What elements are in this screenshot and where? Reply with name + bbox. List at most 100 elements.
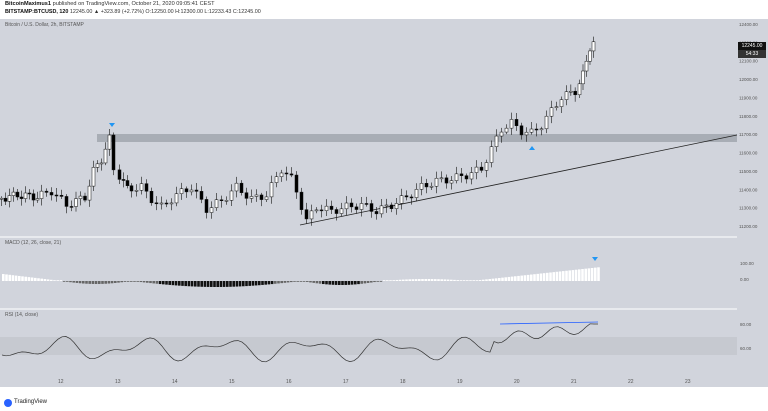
- macd-bar: [114, 281, 117, 283]
- macd-bar: [328, 281, 331, 285]
- macd-bar: [392, 280, 395, 281]
- price-tick-label: 11700.00: [739, 132, 758, 137]
- author-name[interactable]: BitcoinMaximus1: [5, 1, 52, 7]
- macd-bar: [498, 277, 501, 281]
- macd-bar: [536, 273, 539, 281]
- price-scale[interactable]: 12400.0012300.0012100.0012000.0011900.00…: [737, 19, 768, 387]
- macd-bar: [466, 280, 469, 281]
- price-tick-label: 11800.00: [739, 114, 758, 119]
- candle-body: [374, 211, 379, 215]
- macd-bar: [504, 277, 507, 281]
- candle-body: [319, 209, 324, 212]
- time-axis-label: 23: [685, 379, 691, 385]
- candle-body: [229, 190, 234, 201]
- candle-body: [294, 174, 299, 193]
- chart-area[interactable]: 12 13 14 15 16 17 18 19 20 21 22 23: [0, 19, 738, 387]
- macd-bar: [360, 281, 363, 284]
- candle-body: [354, 206, 359, 210]
- candle-body: [299, 191, 304, 210]
- macd-bar: [510, 276, 514, 281]
- macd-bar: [446, 279, 450, 281]
- macd-bar: [181, 281, 184, 286]
- macd-bar: [75, 281, 79, 283]
- macd-bar: [21, 276, 24, 281]
- candle-body: [529, 128, 534, 133]
- macd-bar: [507, 276, 511, 281]
- macd-bar: [376, 281, 379, 282]
- price-pane-legend[interactable]: Bitcoin / U.S. Dollar, 2h, BITSTAMP: [5, 22, 84, 28]
- candle-body: [588, 50, 592, 62]
- macd-bar: [434, 279, 437, 281]
- macd-bar: [440, 279, 443, 281]
- rsi-pane-legend[interactable]: RSI (14, close): [5, 312, 39, 318]
- candle-body: [439, 177, 444, 180]
- candle-body: [591, 41, 596, 52]
- macd-bar: [5, 274, 8, 281]
- macd-bar: [8, 274, 11, 281]
- macd-bar: [373, 281, 376, 283]
- macd-bar: [430, 279, 434, 281]
- macd-bar: [462, 280, 466, 281]
- candle-body: [309, 210, 314, 220]
- macd-bar: [56, 280, 59, 281]
- macd-bar: [443, 279, 447, 281]
- macd-bar: [514, 276, 517, 281]
- top-marker-arrow: [109, 123, 115, 127]
- candle-body: [573, 90, 577, 96]
- bottom-marker-arrow: [529, 146, 535, 150]
- candle-body: [83, 195, 87, 201]
- macd-bar: [494, 278, 498, 281]
- macd-bar: [379, 281, 383, 282]
- macd-bar: [149, 281, 152, 284]
- macd-pane-legend[interactable]: MACD (12, 26, close, 21): [5, 240, 62, 246]
- brand-name[interactable]: TradingView: [14, 399, 48, 405]
- chart-canvas[interactable]: 12 13 14 15 16 17 18 19 20 21 22 23: [0, 19, 738, 387]
- resistance-zone[interactable]: [97, 134, 737, 142]
- price-tick-label: 11500.00: [739, 169, 758, 174]
- candle-body: [189, 189, 194, 193]
- macd-bar: [523, 275, 527, 281]
- macd-bar: [85, 281, 88, 284]
- ascending-trendline[interactable]: [299, 134, 738, 226]
- macd-bar: [571, 270, 575, 281]
- macd-bar: [590, 267, 594, 281]
- candle-body: [219, 199, 224, 202]
- macd-bar: [165, 281, 168, 285]
- price-tick-label: 12100.00: [739, 59, 758, 64]
- macd-bar: [69, 281, 72, 283]
- candle-body: [569, 90, 573, 93]
- time-axis-label: 20: [514, 379, 520, 385]
- rsi-band: [0, 337, 737, 355]
- macd-bar: [2, 274, 5, 281]
- macd-bar: [168, 281, 171, 285]
- macd-bar: [421, 279, 424, 281]
- macd-bar: [469, 280, 472, 281]
- candle-body: [409, 196, 414, 199]
- macd-bar: [414, 279, 418, 281]
- macd-bar: [501, 277, 504, 281]
- macd-bar: [530, 274, 533, 281]
- macd-bar: [274, 281, 277, 284]
- time-axis-label: 17: [343, 379, 349, 385]
- macd-bar: [520, 275, 523, 281]
- candle-body: [59, 194, 64, 197]
- candle-body: [479, 166, 484, 171]
- macd-tick-label: 100.00: [740, 261, 754, 266]
- macd-bar: [283, 281, 287, 283]
- macd-bar: [562, 271, 565, 281]
- macd-bar: [542, 273, 546, 281]
- rsi-tick-label: 80.00: [740, 322, 752, 327]
- macd-bar: [587, 268, 591, 281]
- macd-bar: [14, 275, 18, 281]
- price-tick-label: 12400.00: [739, 22, 758, 27]
- macd-bar: [398, 279, 402, 281]
- candle-body: [284, 172, 289, 175]
- macd-bar: [123, 281, 127, 282]
- macd-bar: [552, 272, 555, 281]
- macd-bar: [450, 279, 453, 281]
- macd-bar: [574, 269, 578, 281]
- last-change: 12245.00 ▲ +323.89 (+2.72%): [69, 9, 144, 15]
- candle-body: [224, 200, 229, 202]
- candle-body: [384, 204, 389, 207]
- candle-body: [249, 196, 254, 199]
